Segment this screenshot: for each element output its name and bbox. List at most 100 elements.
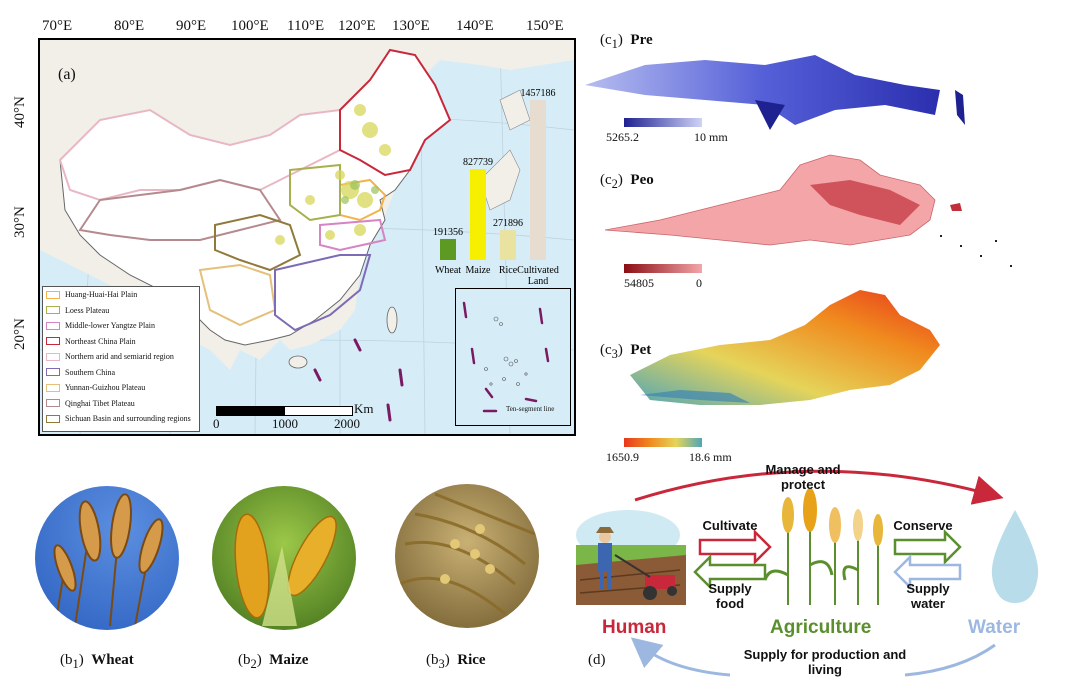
crop-name: Maize bbox=[269, 652, 309, 668]
colorbar-max: 10 mm bbox=[694, 130, 728, 144]
lon-tick: 80°E bbox=[114, 18, 145, 34]
legend-swatch bbox=[46, 383, 60, 392]
legend-swatch bbox=[46, 306, 60, 315]
colorbar-min: 1650.9 bbox=[606, 450, 639, 464]
lon-tick: 150°E bbox=[526, 18, 564, 34]
colorbar-pet bbox=[624, 438, 702, 447]
south-china-sea-inset: Ten-segment line bbox=[455, 288, 571, 426]
legend-item: Northern arid and semiarid region bbox=[43, 349, 199, 365]
crop-name: Rice bbox=[457, 652, 486, 668]
climate-name: Pet bbox=[630, 342, 652, 358]
legend-label: Southern China bbox=[65, 367, 115, 377]
legend-label: Sichuan Basin and surrounding regions bbox=[65, 414, 191, 424]
supply-arc bbox=[640, 645, 996, 677]
lon-tick: 130°E bbox=[392, 18, 430, 34]
colorbar-max: 18.6 mm bbox=[689, 450, 732, 464]
bar-category-label: Wheat bbox=[435, 265, 461, 276]
lon-tick: 70°E bbox=[42, 18, 73, 34]
legend-label: Middle-lower Yangtze Plain bbox=[65, 321, 155, 331]
colorbar-max: 0 bbox=[696, 276, 702, 290]
wheat-photo bbox=[35, 486, 179, 630]
lon-tick: 100°E bbox=[231, 18, 269, 34]
supply-food-arrow bbox=[693, 553, 767, 591]
china-map: (a) 191356 Wheat 827739 Maize 271896 Rice 1457… bbox=[38, 38, 576, 436]
rice-graphic bbox=[399, 492, 536, 616]
legend-item: Middle-lower Yangtze Plain bbox=[43, 318, 199, 334]
maize-graphic bbox=[234, 513, 337, 626]
bar-value-label: 1457186 bbox=[521, 88, 556, 99]
colorbar-pre bbox=[624, 118, 702, 127]
crops-illustration bbox=[763, 488, 883, 605]
legend-item: Sichuan Basin and surrounding regions bbox=[43, 411, 199, 427]
lon-tick: 110°E bbox=[287, 18, 325, 34]
panel-label-b1: (b1) Wheat bbox=[60, 652, 134, 671]
maize-photo bbox=[212, 486, 356, 630]
bar-category-label: Maize bbox=[466, 265, 492, 276]
scale-unit: Km bbox=[354, 401, 374, 416]
legend-swatch bbox=[46, 337, 60, 346]
scale-bar-fill bbox=[217, 407, 285, 415]
relationship-diagram bbox=[576, 469, 1039, 677]
bar-rice bbox=[500, 230, 516, 260]
wheat-graphic bbox=[53, 493, 164, 627]
legend-item: Northeast China Plain bbox=[43, 334, 199, 350]
cultivate-arrow bbox=[698, 528, 772, 566]
bar-category-label: Land bbox=[528, 276, 549, 285]
inset-label: Ten-segment line bbox=[506, 405, 555, 413]
inset-graphic bbox=[462, 301, 550, 413]
conserve-label: Conserve bbox=[893, 518, 953, 533]
bar-value-label: 827739 bbox=[463, 157, 493, 168]
lon-tick: 140°E bbox=[456, 18, 494, 34]
climate-name: Pre bbox=[630, 32, 653, 48]
legend-swatch bbox=[46, 352, 60, 361]
panel-label-b3: (b3) Rice bbox=[426, 652, 486, 671]
peo-map bbox=[604, 154, 1012, 267]
legend-item: Qinghai Tibet Plateau bbox=[43, 396, 199, 412]
farmer-illustration bbox=[576, 510, 686, 605]
panel-label-c1: (c1) Pre bbox=[600, 32, 653, 51]
legend-label: Qinghai Tibet Plateau bbox=[65, 398, 135, 408]
bar-category-label: Cultivated bbox=[517, 265, 559, 276]
water-drop bbox=[991, 510, 1039, 603]
legend-label: Northeast China Plain bbox=[65, 336, 136, 346]
supply-water-label: Supply water bbox=[906, 581, 950, 611]
supply-water-arrow bbox=[893, 553, 962, 591]
bar-cultivated-land bbox=[530, 100, 546, 260]
manage-protect-label: Manage and protect bbox=[765, 462, 841, 492]
human-label: Human bbox=[602, 617, 667, 638]
climate-name: Peo bbox=[630, 172, 654, 188]
legend-label: Yunnan-Guizhou Plateau bbox=[65, 383, 146, 393]
legend-label: Huang-Huai-Hai Plain bbox=[65, 290, 138, 300]
lat-tick: 30°N bbox=[12, 206, 28, 238]
lon-tick: 120°E bbox=[338, 18, 376, 34]
scale-tick: 0 bbox=[213, 416, 220, 431]
bar-category-label: Rice bbox=[499, 265, 518, 276]
lat-tick: 20°N bbox=[12, 318, 28, 350]
cultivate-label: Cultivate bbox=[702, 518, 758, 533]
panel-label-c2: (c2) Peo bbox=[600, 172, 654, 191]
lat-tick: 40°N bbox=[12, 96, 28, 128]
legend-swatch bbox=[46, 321, 60, 330]
region-legend: Huang-Huai-Hai Plain Loess Plateau Middl… bbox=[42, 286, 200, 432]
bar-wheat bbox=[440, 238, 456, 260]
legend-item: Southern China bbox=[43, 365, 199, 381]
supply-food-label: Supply food bbox=[708, 581, 752, 611]
colorbar-min: 5265.2 bbox=[606, 130, 639, 144]
crop-name: Wheat bbox=[91, 652, 134, 668]
production-bar-chart: 191356 Wheat 827739 Maize 271896 Rice 1457186 C… bbox=[433, 88, 559, 285]
legend-label: Loess Plateau bbox=[65, 305, 110, 315]
legend-swatch bbox=[46, 290, 60, 299]
panel-label-a: (a) bbox=[58, 66, 76, 83]
bar-maize bbox=[470, 169, 486, 260]
lon-tick: 90°E bbox=[176, 18, 207, 34]
pre-map bbox=[585, 55, 965, 130]
supply-production-label: Supply for production and living bbox=[743, 647, 907, 677]
manage-arc bbox=[634, 469, 1004, 505]
scale-tick: 1000 bbox=[272, 416, 298, 431]
colorbar-min: 54805 bbox=[624, 276, 654, 290]
water-label: Water bbox=[968, 617, 1021, 638]
legend-label: Northern arid and semiarid region bbox=[65, 352, 174, 362]
panel-label-c3: (c3) Pet bbox=[600, 342, 652, 361]
bar-value-label: 191356 bbox=[433, 227, 463, 238]
agriculture-label: Agriculture bbox=[770, 617, 872, 638]
